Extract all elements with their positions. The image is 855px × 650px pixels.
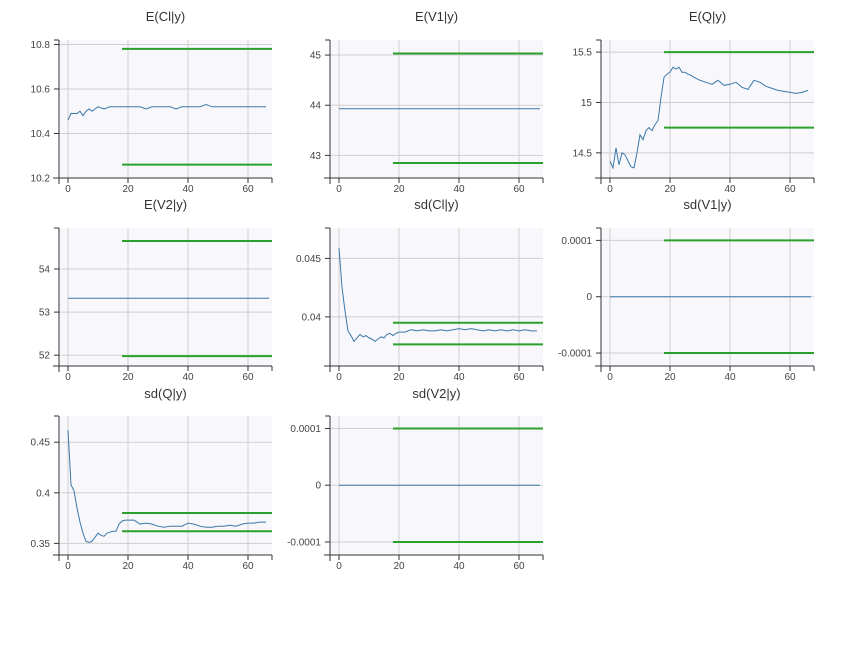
x-tick-label: 20: [664, 372, 676, 383]
y-tick-label: 0: [315, 481, 321, 492]
x-tick-label: 20: [393, 372, 405, 383]
x-tick-label: 40: [182, 184, 194, 195]
x-tick-label: 20: [664, 184, 676, 195]
x-tick-label: 40: [182, 372, 194, 383]
y-tick-label: 10.6: [31, 84, 51, 95]
y-tick-label: 54: [39, 264, 51, 275]
series-line: [67, 103, 266, 121]
x-tick-label: 60: [242, 561, 254, 572]
y-tick-label: 52: [39, 351, 51, 362]
chart-title: E(V2|y): [144, 197, 187, 212]
plot-area: [330, 228, 543, 366]
x-tick-label: 60: [242, 372, 254, 383]
x-tick-label: 0: [336, 372, 342, 383]
x-tick-label: 0: [65, 561, 71, 572]
y-tick-label: 0: [586, 292, 592, 303]
x-tick-label: 60: [242, 184, 254, 195]
y-tick-label: 10.4: [31, 129, 51, 140]
y-tick-label: 0.4: [36, 488, 50, 499]
x-tick-label: 60: [513, 184, 525, 195]
x-tick-label: 0: [336, 184, 342, 195]
x-tick-label: 40: [724, 372, 736, 383]
chart-title: sd(Q|y): [144, 386, 186, 401]
chart-panel-5: 0 20 40 60 0.04 0.045 sd(Cl|y): [296, 197, 544, 383]
plot-area: [59, 416, 272, 555]
x-tick-label: 40: [453, 372, 465, 383]
y-tick-label: 0.0001: [561, 236, 592, 247]
chart-title: sd(V2|y): [412, 386, 460, 401]
y-tick-label: 15: [581, 98, 593, 109]
x-tick-label: 20: [393, 184, 405, 195]
plot-area: [59, 228, 272, 366]
x-tick-label: 0: [607, 372, 613, 383]
y-tick-label: -0.0001: [558, 349, 592, 360]
x-tick-label: 20: [393, 561, 405, 572]
chart-panel-3: 0 20 40 60 14.5 15 15.5 E(Q|y): [573, 9, 815, 195]
x-tick-label: 20: [122, 561, 134, 572]
x-tick-label: 60: [513, 372, 525, 383]
y-tick-label: 15.5: [573, 48, 593, 59]
chart-panel-8: 0 20 40 60 -0.0001 0 0.0001 sd(V2|y): [287, 386, 544, 572]
y-tick-label: -0.0001: [287, 537, 321, 548]
x-tick-label: 60: [784, 184, 796, 195]
x-tick-label: 40: [453, 561, 465, 572]
x-tick-label: 40: [182, 561, 194, 572]
chart-title: sd(Cl|y): [414, 197, 459, 212]
chart-title: E(V1|y): [415, 9, 458, 24]
y-tick-label: 0.35: [31, 539, 51, 550]
x-tick-label: 20: [122, 184, 134, 195]
chart-panel-1: 0 20 40 60 10.2 10.4 10.6 10.8 E(Cl|y): [31, 9, 273, 195]
y-tick-label: 10.8: [31, 40, 51, 51]
x-tick-label: 40: [453, 184, 465, 195]
x-tick-label: 0: [607, 184, 613, 195]
series-line: [609, 66, 809, 170]
x-tick-label: 60: [513, 561, 525, 572]
y-tick-label: 0.045: [296, 254, 321, 265]
x-tick-label: 60: [784, 372, 796, 383]
y-tick-label: 44: [310, 101, 322, 112]
chart-title: E(Cl|y): [146, 9, 185, 24]
y-tick-label: 53: [39, 308, 51, 319]
x-tick-label: 0: [336, 561, 342, 572]
x-tick-label: 0: [65, 372, 71, 383]
chart-panel-7: 0 20 40 60 0.35 0.4 0.45 sd(Q|y): [31, 386, 273, 572]
series-line: [338, 247, 537, 343]
y-tick-label: 0.0001: [290, 424, 321, 435]
chart-panel-4: 0 20 40 60 52 53 54 E(V2|y): [39, 197, 273, 383]
y-tick-label: 14.5: [573, 148, 593, 159]
series-line: [67, 430, 266, 543]
plot-area: [601, 40, 814, 178]
y-tick-label: 10.2: [31, 174, 51, 185]
x-tick-label: 40: [724, 184, 736, 195]
x-tick-label: 0: [65, 184, 71, 195]
chart-title: sd(V1|y): [683, 197, 731, 212]
chart-title: E(Q|y): [689, 9, 726, 24]
y-tick-label: 43: [310, 151, 322, 162]
chart-panel-2: 0 20 40 60 43 44 45 E(V1|y): [310, 9, 544, 195]
y-tick-label: 0.45: [31, 438, 51, 449]
chart-panel-6: 0 20 40 60 -0.0001 0 0.0001 sd(V1|y): [558, 197, 815, 383]
plot-area: [59, 40, 272, 178]
x-tick-label: 20: [122, 372, 134, 383]
y-tick-label: 0.04: [302, 312, 322, 323]
y-tick-label: 45: [310, 51, 322, 62]
